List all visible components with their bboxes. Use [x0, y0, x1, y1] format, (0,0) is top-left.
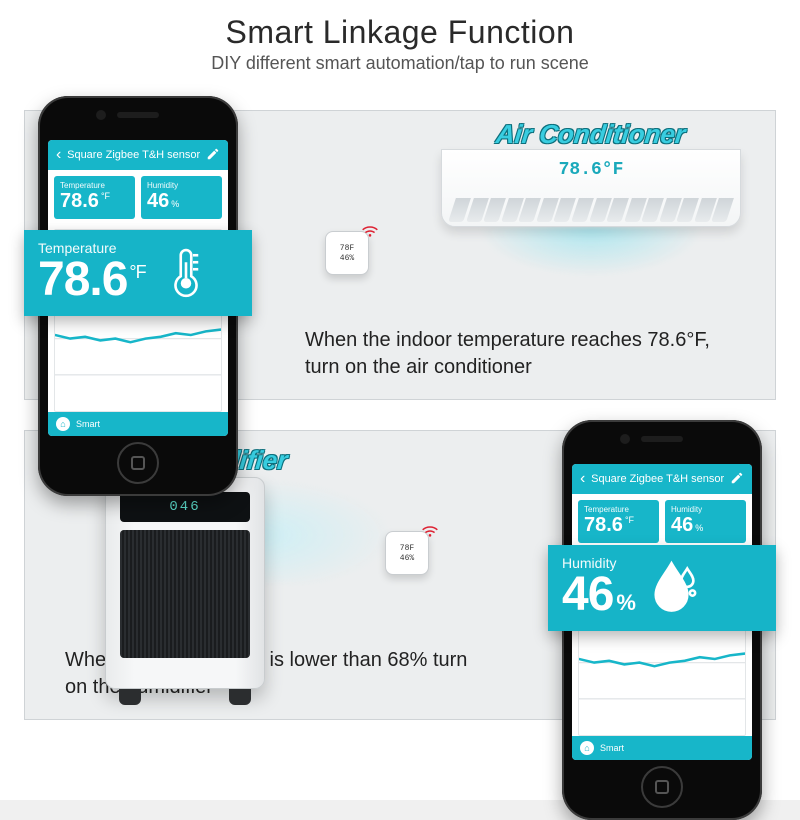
- airflow-graphic: [441, 227, 741, 337]
- edit-icon[interactable]: [206, 147, 220, 164]
- wireless-signal-icon: [419, 517, 441, 539]
- infographic-root: Smart Linkage Function DIY different sma…: [0, 0, 800, 800]
- wireless-signal-icon: [359, 217, 381, 239]
- air-conditioner: 78.6°F: [441, 149, 741, 227]
- device-label-ac: Air Conditioner: [494, 119, 686, 150]
- humidifier-display: 046: [120, 492, 250, 522]
- home-button[interactable]: [641, 766, 683, 808]
- app-title: Square Zigbee T&H sensor: [67, 149, 200, 161]
- thermometer-icon: [158, 243, 214, 304]
- back-icon[interactable]: ‹: [56, 147, 61, 163]
- tile-temperature[interactable]: Temperature 78.6°F: [578, 500, 659, 543]
- tile-humidity[interactable]: Humidity 46%: [141, 176, 222, 219]
- header: Smart Linkage Function DIY different sma…: [0, 0, 800, 74]
- tile-temperature[interactable]: Temperature 78.6°F: [54, 176, 135, 219]
- home-icon[interactable]: ⌂: [56, 417, 70, 431]
- callout-humidity: Humidity 46%: [548, 545, 776, 631]
- home-icon[interactable]: ⌂: [580, 741, 594, 755]
- home-button[interactable]: [117, 442, 159, 484]
- page-subtitle: DIY different smart automation/tap to ru…: [0, 53, 800, 74]
- bottom-nav[interactable]: ⌂ Smart: [572, 736, 752, 760]
- ac-vents: [452, 198, 730, 222]
- humidifier-grille: [120, 530, 250, 658]
- tile-humidity[interactable]: Humidity 46%: [665, 500, 746, 543]
- ac-display: 78.6°F: [559, 160, 624, 180]
- humidifier: 046: [105, 477, 265, 707]
- edit-icon[interactable]: [730, 471, 744, 488]
- back-icon[interactable]: ‹: [580, 471, 585, 487]
- app-title: Square Zigbee T&H sensor: [591, 473, 724, 485]
- page-title: Smart Linkage Function: [0, 14, 800, 51]
- app-bar: ‹ Square Zigbee T&H sensor: [572, 464, 752, 494]
- zigbee-sensor: 78F 46%: [325, 231, 375, 281]
- callout-temperature: Temperature 78.6°F: [24, 230, 252, 316]
- droplet-icon: [647, 558, 703, 619]
- bottom-nav[interactable]: ⌂ Smart: [48, 412, 228, 436]
- app-bar: ‹ Square Zigbee T&H sensor: [48, 140, 228, 170]
- zigbee-sensor: 78F 46%: [385, 531, 435, 581]
